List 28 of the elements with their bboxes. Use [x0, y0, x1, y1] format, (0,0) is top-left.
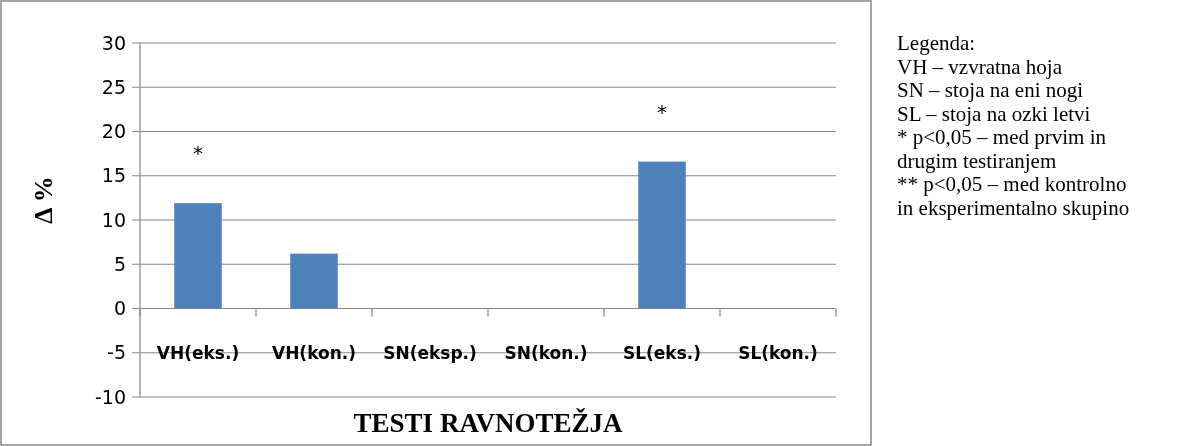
x-tick-label: VH(eks.)	[156, 342, 240, 363]
text: * p<0,05 – med prvim in drugim testiranjem	[897, 125, 1107, 173]
x-axis-title: TESTI RAVNOTEŽJA	[353, 408, 623, 438]
y-tick-label: -10	[94, 385, 126, 408]
y-tick-label: 10	[101, 208, 126, 231]
text: SN – stoja na eni nogi	[897, 78, 1084, 102]
y-tick-label: 0	[113, 297, 126, 320]
y-tick-label: 20	[101, 120, 126, 143]
y-tick-label: 5	[113, 252, 126, 275]
text: VH – vzvratna hoja	[897, 54, 1063, 79]
y-tick-label: 15	[101, 164, 126, 187]
y-tick-label: -5	[107, 341, 126, 364]
bar	[174, 203, 222, 309]
y-axis-title: Δ %	[29, 176, 58, 224]
annotation: *	[193, 141, 203, 166]
x-tick-label: SN(eksp.)	[383, 342, 477, 363]
text: SL – stoja na ozki letvi	[897, 101, 1091, 126]
bar	[290, 253, 338, 309]
x-tick-label: SN(kon.)	[504, 342, 588, 363]
x-tick-label: SL(kon.)	[738, 342, 818, 363]
x-tick-label: VH(kon.)	[271, 342, 357, 363]
y-tick-label: 30	[101, 31, 126, 54]
y-tick-label: 25	[101, 75, 126, 98]
text: ** p<0,05 – med kontrolno in eksperimentalno skupino	[897, 172, 1130, 220]
bar	[638, 161, 686, 309]
text: Legenda:	[897, 31, 976, 55]
annotation: *	[657, 99, 667, 124]
x-tick-label: SL(eks.)	[622, 342, 702, 363]
